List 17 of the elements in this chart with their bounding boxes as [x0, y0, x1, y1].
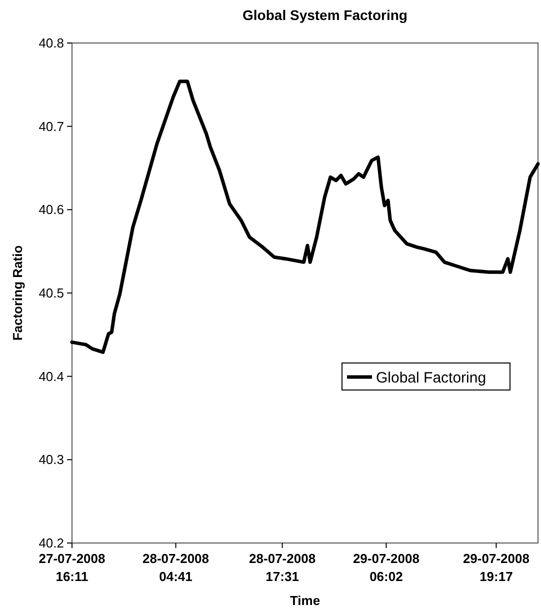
y-tick-label: 40.6 — [38, 202, 64, 218]
y-tick-label: 40.7 — [38, 118, 64, 134]
y-tick-label: 40.4 — [38, 368, 64, 384]
x-tick-label: 29-07-2008 06:02 — [352, 551, 420, 584]
x-tick-label: 28-07-2008 17:31 — [249, 551, 316, 584]
line-series — [70, 80, 540, 354]
y-tick-label: 40.3 — [38, 452, 64, 468]
y-axis-title: Factoring Ratio — [10, 245, 25, 341]
y-tick-label: 40.5 — [38, 286, 64, 301]
y-tick-label: 40.2 — [38, 536, 64, 551]
chart-title: Global System Factoring — [242, 7, 408, 23]
y-tick-label: 40.8 — [38, 36, 64, 51]
x-tick-label: 27-07-2008 16:11 — [38, 551, 106, 584]
x-axis-title: Time — [290, 593, 320, 608]
x-tick-label: 29-07-2008 19:17 — [462, 551, 530, 584]
legend-label: Global Factoring — [376, 369, 486, 386]
x-tick-label: 28-07-2008 04:41 — [142, 551, 210, 584]
